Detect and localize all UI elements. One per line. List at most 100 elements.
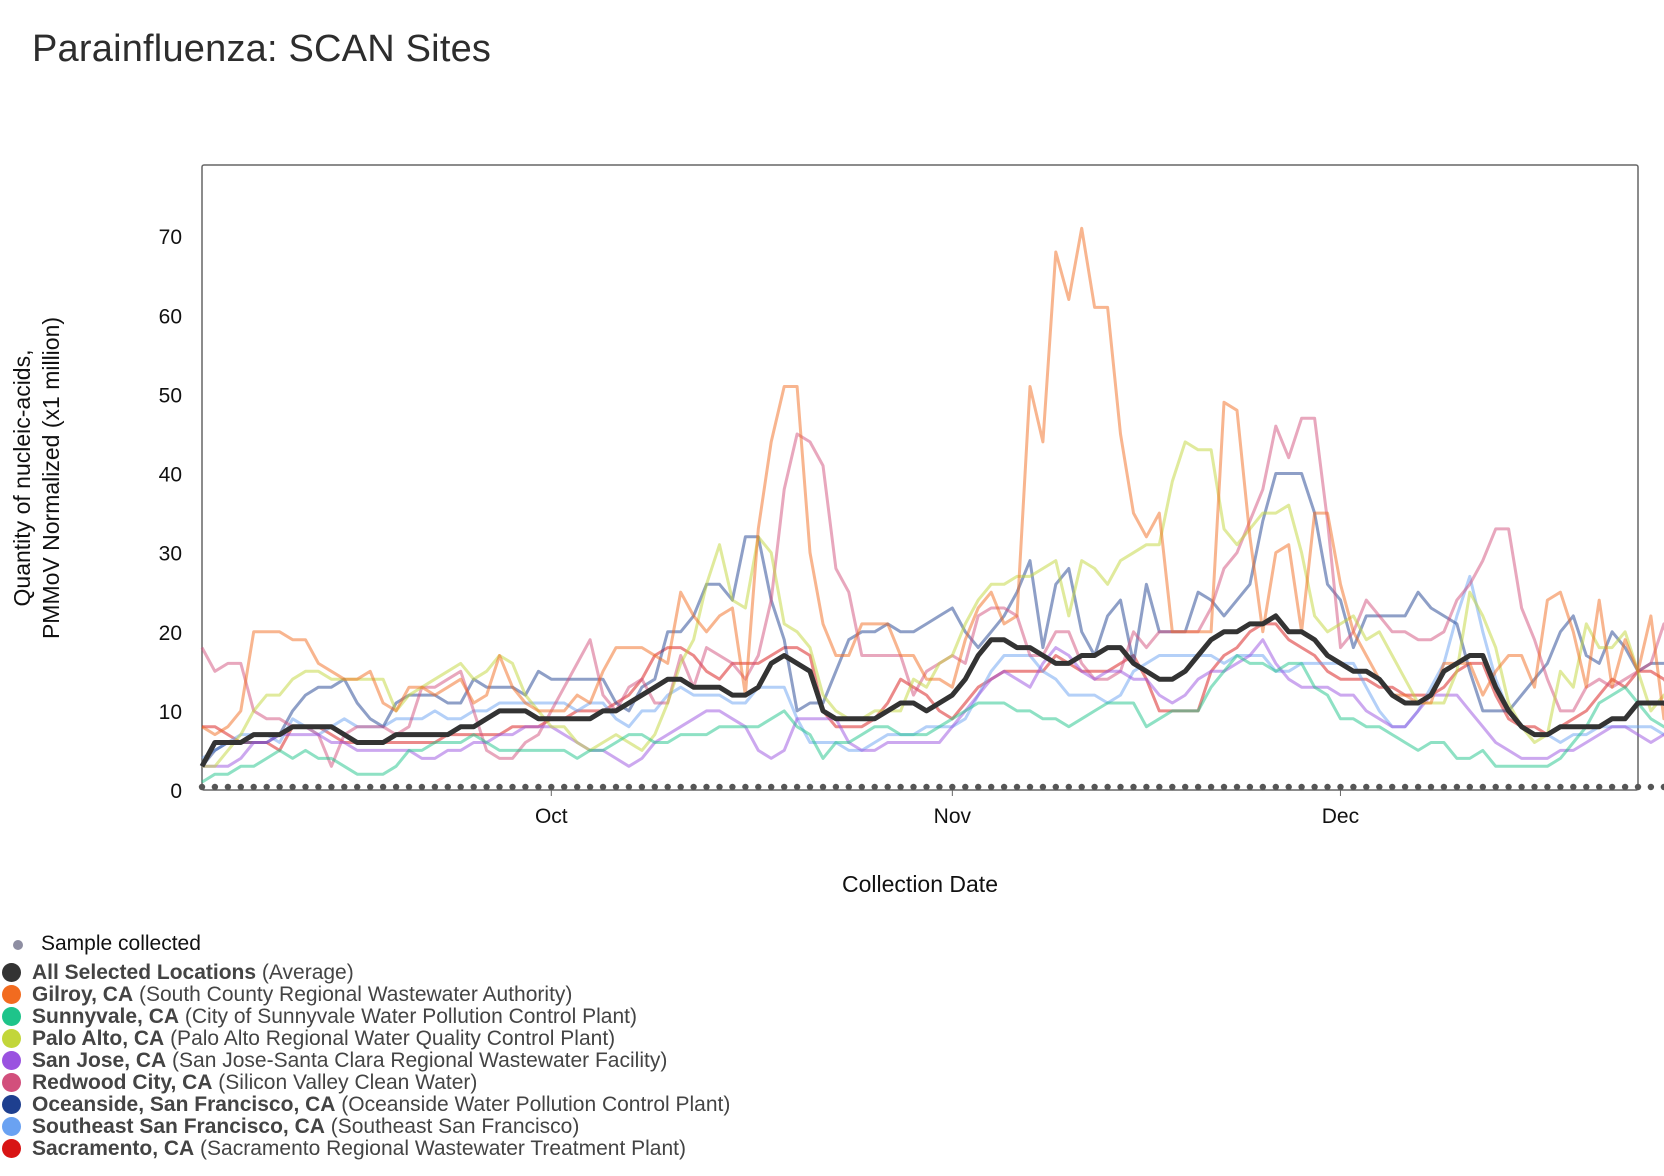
sample-marker bbox=[936, 783, 943, 791]
sample-marker bbox=[677, 783, 684, 791]
sample-dot-icon bbox=[13, 940, 23, 950]
sample-marker bbox=[237, 783, 244, 791]
series-line-redwood-city-ca bbox=[200, 416, 1664, 768]
sample-marker bbox=[561, 783, 568, 791]
sample-marker bbox=[548, 783, 555, 791]
sample-marker bbox=[470, 783, 477, 791]
sample-marker bbox=[1570, 783, 1577, 791]
sample-marker bbox=[781, 783, 788, 791]
y-tick-label: 70 bbox=[159, 226, 182, 249]
sample-marker bbox=[1311, 783, 1318, 791]
sample-marker bbox=[1324, 783, 1331, 791]
page-title: Parainfluenza: SCAN Sites bbox=[32, 28, 492, 70]
sample-marker bbox=[1531, 783, 1538, 791]
legend-color-dot-icon bbox=[2, 1007, 21, 1026]
sample-marker bbox=[988, 783, 995, 791]
legend-item-label: Gilroy, CA (South County Regional Wastew… bbox=[32, 984, 572, 1006]
sample-marker bbox=[910, 783, 917, 791]
legend-item-detail: (City of Sunnyvale Water Pollution Contr… bbox=[179, 1005, 637, 1028]
sample-marker bbox=[1466, 783, 1474, 791]
sample-marker bbox=[1104, 783, 1111, 791]
sample-marker bbox=[392, 783, 400, 791]
x-axis-label: Collection Date bbox=[842, 871, 998, 897]
y-axis: 0 10 20 30 40 50 60 70 bbox=[159, 226, 182, 803]
sample-marker bbox=[1026, 783, 1034, 791]
legend-item-name: Redwood City, CA bbox=[32, 1071, 213, 1094]
sample-marker bbox=[586, 783, 594, 791]
series-line-sunnyvale-ca bbox=[201, 654, 1664, 784]
sample-marker bbox=[1285, 783, 1292, 791]
legend-item-label: San Jose, CA (San Jose-Santa Clara Regio… bbox=[32, 1050, 667, 1072]
sample-marker bbox=[1233, 783, 1241, 791]
legend-item-detail: (Palo Alto Regional Water Quality Contro… bbox=[164, 1027, 616, 1050]
sample-marker bbox=[535, 783, 542, 791]
sample-marker bbox=[625, 783, 633, 791]
sample-marker bbox=[289, 783, 296, 791]
sample-marker bbox=[975, 783, 982, 791]
y-tick-label: 20 bbox=[159, 622, 182, 645]
legend-color-dot-icon bbox=[2, 963, 21, 982]
y-tick-label: 50 bbox=[159, 384, 182, 407]
sample-marker bbox=[276, 783, 283, 791]
sample-marker bbox=[884, 783, 891, 791]
y-tick-label: 10 bbox=[159, 701, 182, 724]
sample-marker bbox=[1207, 783, 1215, 791]
sample-marker bbox=[302, 783, 309, 791]
sample-marker bbox=[1660, 783, 1664, 791]
sample-marker bbox=[1130, 783, 1137, 791]
sample-marker bbox=[1505, 783, 1512, 791]
sample-marker bbox=[1621, 783, 1629, 791]
sample-marker bbox=[651, 783, 658, 791]
series-line-sacramento-ca bbox=[202, 622, 1664, 752]
sample-marker bbox=[405, 783, 413, 791]
sample-marker bbox=[250, 783, 257, 791]
sample-marker bbox=[496, 783, 503, 791]
sample-markers bbox=[198, 783, 1664, 791]
series-lines bbox=[199, 226, 1664, 784]
legend-item-detail: (Sacramento Regional Wastewater Treatmen… bbox=[194, 1137, 686, 1160]
sample-marker bbox=[1259, 783, 1267, 791]
legend-item-detail: (Southeast San Francisco) bbox=[324, 1115, 580, 1138]
sample-marker bbox=[819, 783, 827, 791]
sample-marker bbox=[574, 783, 581, 791]
sample-marker bbox=[1583, 783, 1590, 791]
legend-color-dot-icon bbox=[2, 1029, 21, 1048]
sample-marker bbox=[367, 783, 374, 791]
sample-marker bbox=[716, 783, 723, 791]
series-line-all-selected-locations bbox=[199, 613, 1664, 768]
sample-marker bbox=[1194, 783, 1202, 791]
sample-marker bbox=[457, 783, 464, 791]
sample-marker bbox=[703, 783, 710, 791]
sample-marker bbox=[949, 783, 956, 791]
sample-marker bbox=[522, 783, 529, 791]
sample-marker bbox=[1427, 783, 1435, 791]
sample-marker bbox=[211, 783, 219, 791]
legend-item-detail: (San Jose-Santa Clara Regional Wastewate… bbox=[166, 1049, 668, 1072]
legend-item-detail: (South County Regional Wastewater Author… bbox=[133, 983, 573, 1006]
sample-marker bbox=[1453, 783, 1461, 791]
legend-color-dot-icon bbox=[2, 1073, 21, 1092]
sample-marker bbox=[1518, 783, 1525, 791]
sample-marker bbox=[1557, 783, 1564, 791]
legend-item-label: Palo Alto, CA (Palo Alto Regional Water … bbox=[32, 1028, 615, 1050]
sample-marker bbox=[729, 783, 736, 791]
sample-marker bbox=[1117, 783, 1124, 791]
sample-marker bbox=[1091, 783, 1098, 791]
sample-marker bbox=[354, 783, 361, 791]
sample-marker bbox=[1389, 783, 1396, 791]
sample-marker bbox=[1337, 783, 1344, 791]
sample-marker bbox=[1013, 783, 1021, 791]
y-tick-label: 40 bbox=[159, 464, 182, 487]
sample-marker bbox=[871, 783, 878, 791]
sample-marker bbox=[315, 783, 322, 791]
sample-marker bbox=[1169, 783, 1176, 791]
legend-item-name: Oceanside, San Francisco, CA bbox=[32, 1093, 336, 1116]
sample-marker bbox=[793, 783, 801, 791]
sample-marker bbox=[1479, 783, 1487, 791]
series-line-oceanside-san-francisco-ca bbox=[200, 472, 1664, 768]
series-line-palo-alto-ca bbox=[202, 440, 1664, 768]
plot-frame bbox=[201, 164, 1639, 791]
sample-marker bbox=[768, 783, 775, 791]
sample-marker bbox=[509, 783, 516, 791]
sample-marker bbox=[328, 783, 335, 791]
